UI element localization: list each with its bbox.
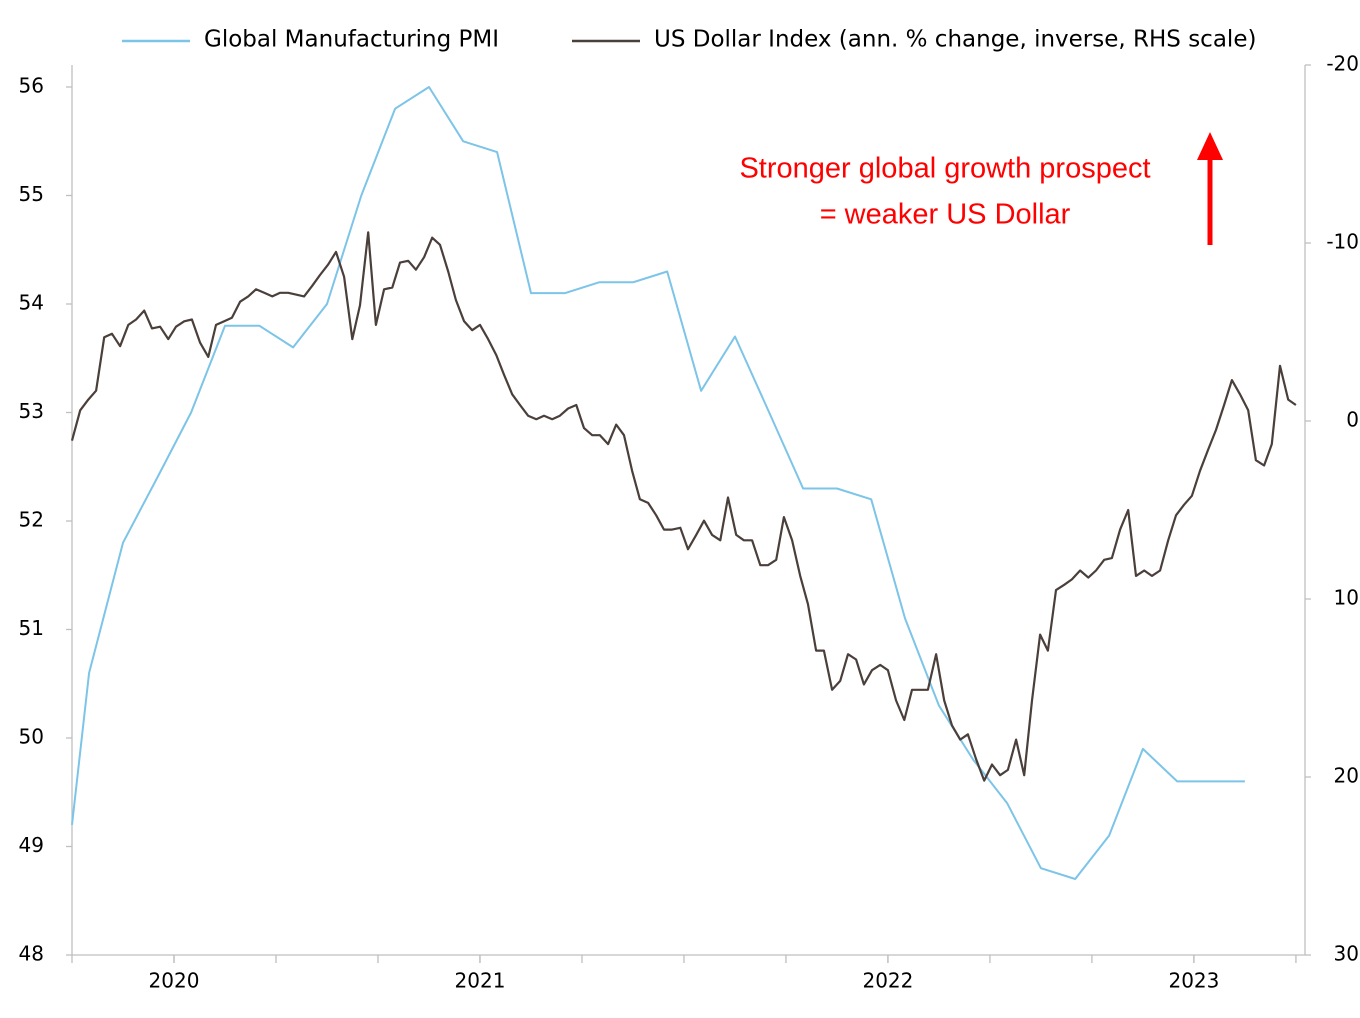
y-tick-label: 55	[19, 182, 44, 206]
y-tick-label: 49	[19, 833, 44, 857]
legend-label: US Dollar Index (ann. % change, inverse,…	[654, 27, 1256, 53]
y2-tick-label: 20	[1334, 764, 1359, 788]
x-tick-label: 2022	[862, 969, 913, 993]
annotation: = weaker US Dollar	[820, 199, 1071, 231]
y-tick-label: 54	[19, 291, 44, 315]
annotation-arrowhead	[1197, 132, 1223, 160]
annotation: Stronger global growth prospect	[739, 153, 1150, 185]
series-line	[70, 231, 1297, 782]
y2-tick-label: 10	[1334, 586, 1359, 610]
legend-label: Global Manufacturing PMI	[204, 27, 499, 53]
x-tick-label: 2020	[149, 969, 200, 993]
y2-tick-label: -10	[1326, 230, 1359, 254]
x-tick-label: 2021	[455, 969, 506, 993]
y2-tick-label: 30	[1334, 942, 1359, 966]
y-tick-label: 52	[19, 508, 44, 532]
y-tick-label: 50	[19, 725, 44, 749]
y-tick-label: 53	[19, 399, 44, 423]
y-tick-label: 51	[19, 616, 44, 640]
x-tick-label: 2023	[1168, 969, 1219, 993]
y-tick-label: 48	[19, 942, 44, 966]
y2-tick-label: 0	[1346, 408, 1359, 432]
series-line	[71, 86, 1245, 880]
y-tick-label: 56	[19, 74, 44, 98]
y2-tick-label: -20	[1326, 52, 1359, 76]
